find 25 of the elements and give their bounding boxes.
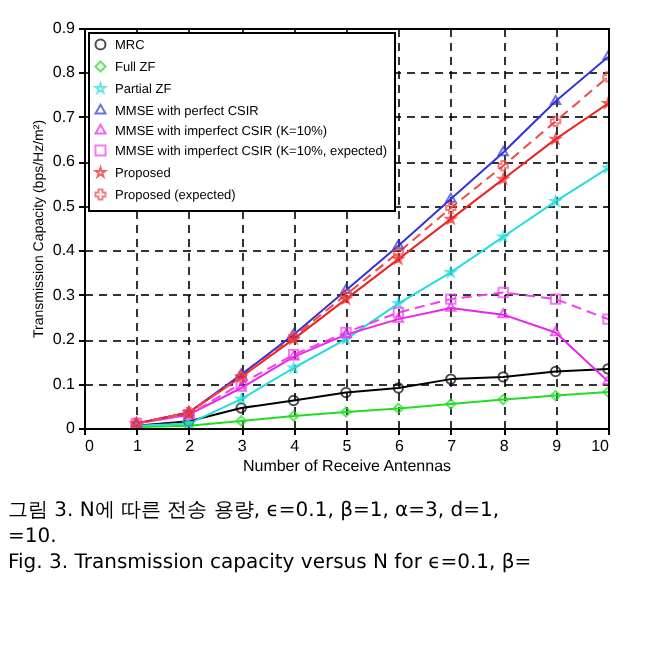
caption: Fig. 3. Transmission capacity versus N for ϵ=0.1, β= (8, 552, 532, 574)
x-tick-label: 8 (499, 437, 510, 455)
x-tick-label: 5 (342, 437, 353, 455)
x-tick-label: 7 (447, 437, 458, 455)
text: =10. (8, 526, 57, 548)
caption: 그림 3. N에 따른 전송 용량, ϵ=0.1, β=1, α=3, d=1, (8, 500, 500, 522)
x-tick-label: 0 (85, 437, 95, 455)
y-tick-label: 0.6 (52, 152, 77, 171)
x-axis-title: Number of Receive Antennas (242, 457, 452, 475)
y-tick-label: 0.3 (52, 285, 77, 304)
x-tick-label: 9 (552, 437, 563, 455)
x-tick-label: 2 (185, 437, 196, 455)
y-tick-label: 0.5 (52, 196, 77, 215)
x-tick-label: 6 (394, 437, 405, 455)
x-tick-label: 1 (132, 437, 143, 455)
x-tick-label: 10 (591, 437, 611, 455)
y-tick-label: 0.1 (52, 374, 77, 393)
y-tick-label: 0.4 (52, 241, 77, 260)
y-tick-label: 0.9 (52, 19, 77, 37)
x-tick-label: 4 (290, 437, 301, 455)
y-tick-label: 0.8 (52, 63, 77, 82)
y-tick-label: 0.7 (52, 107, 77, 126)
x-tick-label: 3 (237, 437, 248, 455)
y-tick-label: 0 (66, 419, 77, 437)
y-tick-label: 0.2 (52, 330, 77, 349)
